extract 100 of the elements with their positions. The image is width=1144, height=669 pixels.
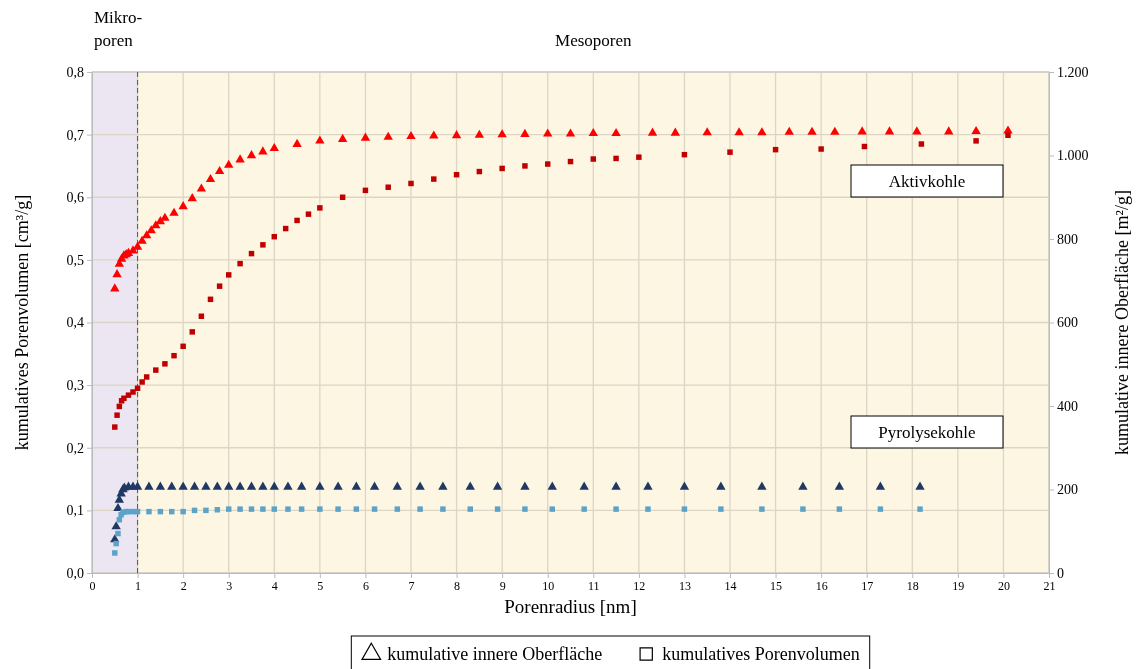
point xyxy=(834,481,845,490)
point xyxy=(333,481,343,490)
point xyxy=(214,165,225,175)
point xyxy=(544,161,551,167)
x-tick-label: 17 xyxy=(861,578,874,593)
x-tick-label: 6 xyxy=(362,578,369,593)
point xyxy=(613,155,619,162)
text: kumulatives Porenvolumen xyxy=(662,644,860,664)
point xyxy=(125,392,132,398)
point xyxy=(237,506,243,512)
point xyxy=(113,540,119,547)
point xyxy=(971,125,981,134)
point xyxy=(718,506,724,512)
y2-tick-label: 1.000 xyxy=(1057,148,1089,164)
point xyxy=(203,507,209,514)
x-tick-label: 10 xyxy=(542,578,555,593)
point xyxy=(353,506,360,512)
point xyxy=(292,138,302,147)
point xyxy=(681,506,688,512)
point xyxy=(973,138,979,144)
point xyxy=(798,481,808,490)
point xyxy=(406,130,416,139)
point xyxy=(645,506,651,512)
point xyxy=(180,508,186,515)
point xyxy=(116,517,123,523)
point xyxy=(757,481,767,490)
point xyxy=(647,127,658,136)
point xyxy=(579,481,589,490)
point xyxy=(917,506,923,512)
y2-tick-label: 600 xyxy=(1057,315,1078,331)
point xyxy=(171,352,177,359)
point xyxy=(162,361,168,367)
x-tick-label: 0 xyxy=(89,578,96,593)
point xyxy=(522,506,528,512)
point xyxy=(369,481,380,490)
x-tick-label: 2 xyxy=(180,578,187,593)
point xyxy=(392,481,403,490)
point xyxy=(146,508,152,515)
point xyxy=(467,506,473,512)
point xyxy=(235,154,245,163)
x-tick-label: 14 xyxy=(724,578,737,593)
point xyxy=(702,127,712,136)
point xyxy=(144,481,154,490)
point xyxy=(178,201,188,210)
point xyxy=(112,269,122,278)
point xyxy=(169,207,179,216)
point xyxy=(167,481,177,490)
point xyxy=(417,506,423,512)
y-tick-label: 0,3 xyxy=(66,378,84,394)
point xyxy=(189,481,200,490)
point xyxy=(611,127,621,137)
y-tick-label: 0,6 xyxy=(66,190,84,206)
point xyxy=(465,481,475,490)
point xyxy=(258,481,268,490)
point xyxy=(734,127,744,136)
point xyxy=(670,127,680,136)
point xyxy=(115,530,121,537)
x-tick-label: 21 xyxy=(1043,578,1056,593)
point xyxy=(269,142,279,152)
point xyxy=(317,205,323,211)
point xyxy=(153,367,159,373)
point xyxy=(216,283,223,289)
point xyxy=(520,128,530,137)
y-tick-label: 0,1 xyxy=(66,503,84,519)
y-tick-label: 0,5 xyxy=(66,252,84,268)
x-tick-label: 15 xyxy=(770,578,783,593)
point xyxy=(918,141,925,147)
point xyxy=(315,481,325,490)
point xyxy=(807,126,817,135)
point xyxy=(499,165,505,172)
point xyxy=(727,149,733,155)
point xyxy=(438,481,448,490)
point xyxy=(294,217,300,224)
point xyxy=(875,481,886,490)
point xyxy=(196,183,207,192)
y2-axis-title: kumulative innere Oberfläche [m²/g] xyxy=(1112,190,1132,455)
point xyxy=(225,272,232,278)
point xyxy=(305,211,312,217)
point xyxy=(431,176,437,182)
point xyxy=(160,212,170,221)
point xyxy=(520,481,530,490)
x-tick-label: 9 xyxy=(499,578,506,593)
y-tick-label: 0,4 xyxy=(66,315,84,331)
point xyxy=(237,260,243,267)
point xyxy=(224,481,234,490)
point xyxy=(636,154,642,160)
point xyxy=(1005,132,1011,138)
point xyxy=(440,506,446,512)
x-tick-label: 4 xyxy=(271,578,278,593)
point xyxy=(679,481,690,490)
point xyxy=(360,132,371,141)
point xyxy=(198,313,205,319)
y2-tick-label: 400 xyxy=(1057,398,1078,414)
point xyxy=(451,130,462,139)
point xyxy=(915,481,925,490)
x-tick-label: 7 xyxy=(408,578,415,593)
point xyxy=(112,550,118,556)
point xyxy=(588,127,598,137)
point xyxy=(492,481,503,490)
x-tick-label: 5 xyxy=(317,578,324,593)
